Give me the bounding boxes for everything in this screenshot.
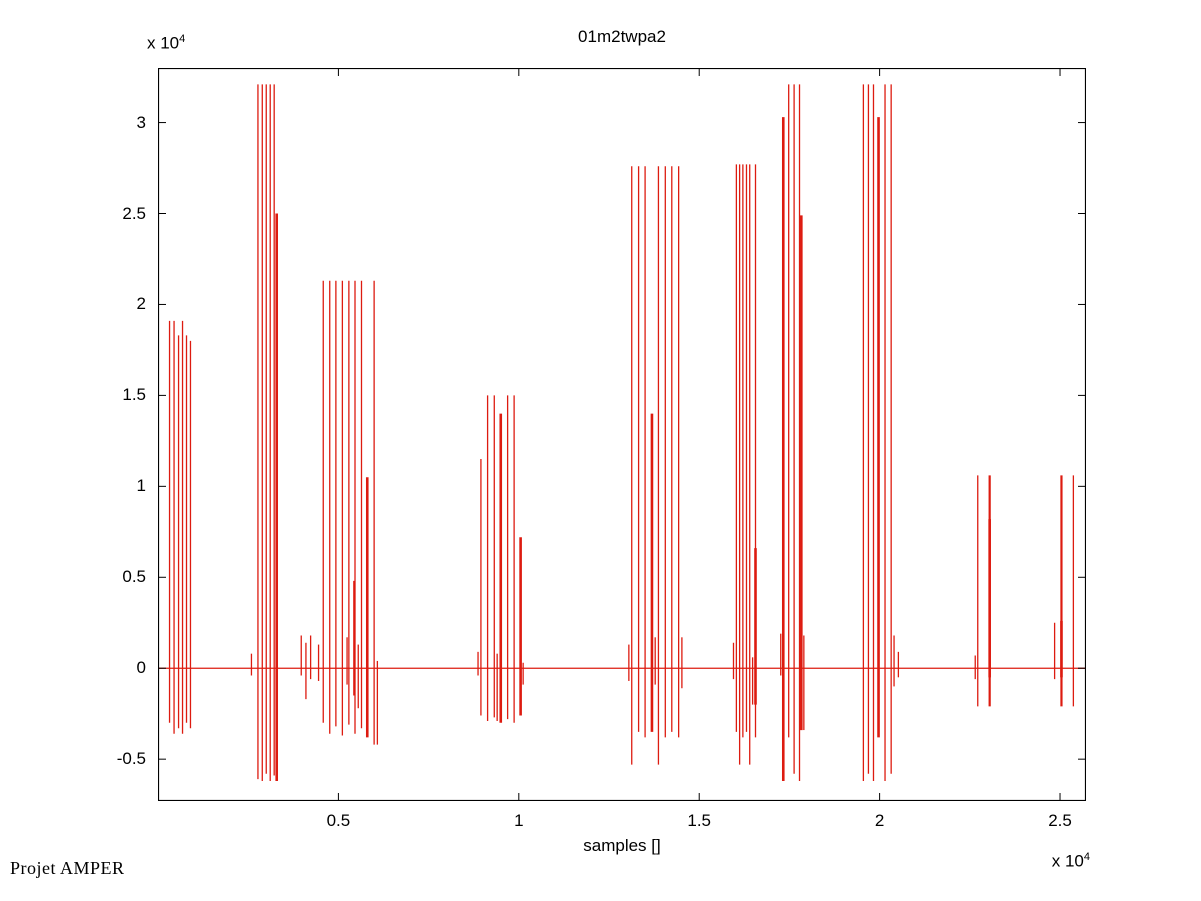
watermark-text: Projet AMPER [10,858,125,878]
chart-title: 01m2twpa2 [578,27,666,46]
x-tick-label: 2.5 [1048,811,1072,830]
x-axis-exponent-label: x 104 [1016,851,1090,872]
x-axis-label: samples [] [583,836,661,855]
y-exp-prefix: x 10 [147,33,180,53]
y-tick-label: 2.5 [122,203,146,223]
x-tick-label: 1 [514,811,524,830]
y-tick-label: 2 [136,294,146,314]
y-axis-exponent-label: x 104 [147,33,185,54]
plot-canvas [158,68,1086,801]
y-tick-label: 1.5 [122,385,146,405]
y-tick-label: 1 [136,476,146,496]
x-tick-label: 1.5 [687,811,712,830]
x-exp-prefix: x 10 [1051,851,1084,871]
y-tick-label: -0.5 [116,749,146,769]
x-tick-label: 0.5 [326,811,351,830]
y-tick-label: 3 [136,112,146,132]
x-tick-label: 2 [874,811,885,830]
axes-box [158,68,1086,801]
x-exp-power: 4 [1083,851,1090,863]
y-tick-label: 0.5 [122,567,146,587]
y-tick-label: 0 [136,658,146,678]
y-exp-power: 4 [179,33,186,45]
